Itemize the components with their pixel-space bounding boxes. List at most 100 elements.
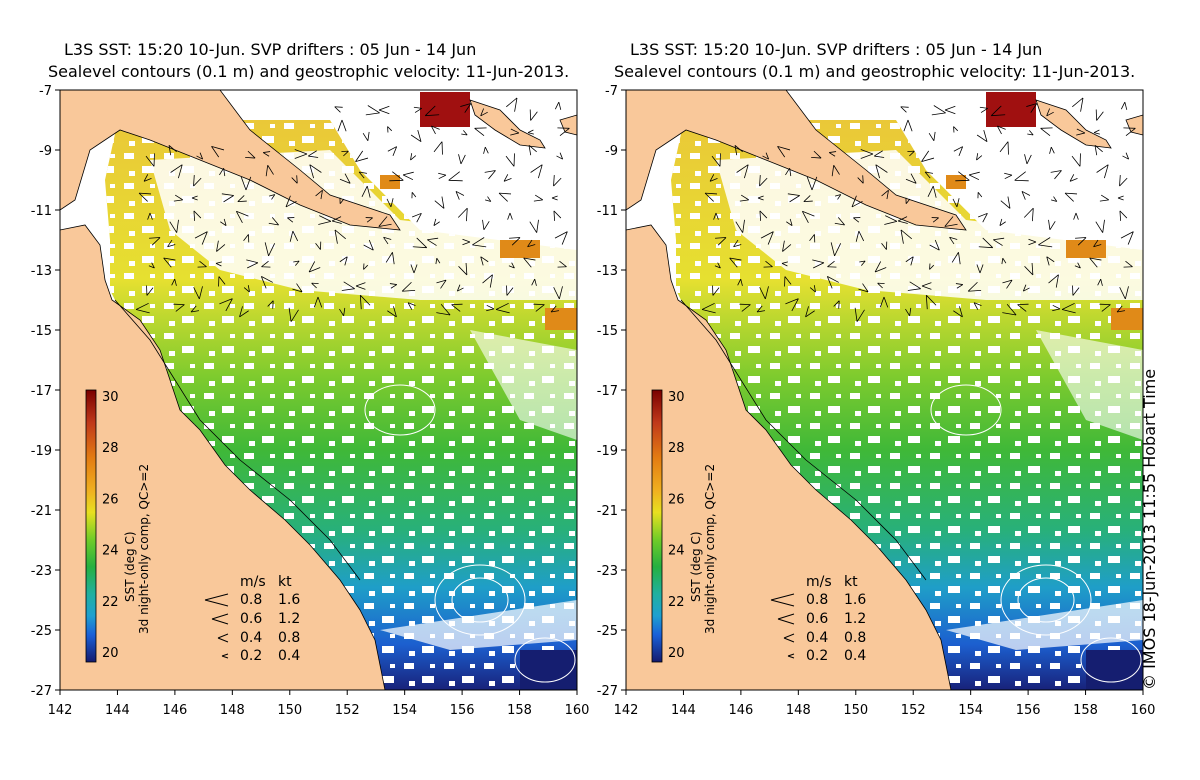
velocity-vector bbox=[484, 196, 492, 202]
velocity-vector bbox=[135, 302, 150, 314]
velocity-vector bbox=[143, 174, 152, 182]
velocity-vector bbox=[553, 175, 562, 187]
warm-patch bbox=[420, 92, 470, 127]
velocity-vector bbox=[219, 167, 226, 177]
velocity-vector bbox=[828, 151, 837, 157]
velocity-vector bbox=[830, 242, 842, 257]
velocity-vector bbox=[811, 150, 822, 159]
velocity-vector bbox=[881, 241, 888, 250]
velocity-vector bbox=[509, 237, 521, 246]
map-title-line2: Sealevel contours (0.1 m) and geostrophi… bbox=[614, 62, 1136, 81]
velocity-vector bbox=[245, 150, 256, 159]
warm-patch bbox=[380, 175, 400, 189]
velocity-vector bbox=[411, 192, 417, 199]
velocity-vector bbox=[809, 234, 816, 243]
velocity-vector bbox=[557, 127, 570, 137]
legend-ms-value: 0.6 bbox=[240, 611, 262, 627]
velocity-legend: m/s kt 0.8 1.6 0.6 1.2 0.4 0.8 0.2 0.4 bbox=[770, 574, 866, 664]
velocity-vector bbox=[759, 210, 768, 221]
velocity-vector bbox=[1048, 274, 1059, 288]
velocity-vector bbox=[505, 153, 515, 167]
legend-arrow bbox=[221, 653, 229, 659]
velocity-vector bbox=[713, 212, 719, 220]
velocity-vector bbox=[1122, 152, 1130, 160]
warm-patch bbox=[500, 240, 540, 258]
velocity-vector bbox=[337, 119, 347, 132]
velocity-vector bbox=[169, 219, 179, 233]
velocity-vector bbox=[410, 264, 418, 274]
colorbar-tick-label: 20 bbox=[668, 646, 685, 661]
velocity-vector bbox=[785, 167, 792, 177]
colorbar bbox=[651, 389, 663, 663]
velocity-vector bbox=[293, 260, 300, 266]
colorbar-tick-label: 24 bbox=[102, 544, 119, 559]
velocity-vector bbox=[949, 236, 958, 245]
velocity-vector bbox=[508, 262, 515, 269]
velocity-vector bbox=[341, 281, 355, 291]
velocity-vector bbox=[387, 306, 397, 318]
velocity-vector bbox=[170, 164, 183, 179]
velocity-vector bbox=[268, 217, 279, 226]
velocity-vector bbox=[834, 217, 845, 226]
velocity-vector bbox=[781, 261, 788, 267]
velocity-vector bbox=[785, 298, 799, 312]
legend-kt-value: 1.6 bbox=[278, 592, 300, 608]
velocity-vector bbox=[759, 286, 769, 300]
colorbar-label: SST (deg C) bbox=[123, 531, 137, 602]
velocity-vectors bbox=[701, 97, 1136, 322]
velocity-vector bbox=[907, 150, 915, 157]
map-panel-right: L3S SST: 15:20 10-Jun. SVP drifters : 05… bbox=[566, 0, 1166, 780]
land-papua-new-guinea bbox=[625, 89, 967, 231]
lat-tick-label: -11 bbox=[597, 204, 618, 219]
velocity-vector bbox=[944, 105, 956, 115]
velocity-vector bbox=[1049, 146, 1055, 154]
velocity-vector bbox=[928, 131, 936, 142]
lon-tick-label: 158 bbox=[1073, 703, 1098, 718]
velocity-vector bbox=[759, 175, 768, 187]
velocity-vector bbox=[358, 171, 368, 179]
velocity-vector bbox=[265, 165, 274, 177]
legend-kt-value: 1.6 bbox=[844, 592, 866, 608]
velocity-vector bbox=[1095, 109, 1104, 121]
velocity-vector bbox=[944, 216, 958, 227]
velocity-vector bbox=[1099, 303, 1111, 312]
velocity-vector bbox=[805, 306, 815, 318]
legend-ms-value: 0.8 bbox=[240, 592, 262, 608]
velocity-vector bbox=[1002, 304, 1017, 316]
velocity-vector bbox=[553, 286, 563, 300]
legend-header-kt: kt bbox=[844, 574, 858, 590]
velocity-vector bbox=[801, 210, 815, 223]
lon-tick-label: 160 bbox=[565, 703, 590, 718]
legend-header-ms: m/s bbox=[806, 574, 832, 590]
velocity-vector bbox=[977, 192, 983, 199]
velocity-vector bbox=[220, 218, 227, 226]
velocity-vector bbox=[931, 217, 939, 223]
velocity-vector bbox=[315, 189, 323, 200]
lon-tick-label: 154 bbox=[958, 703, 983, 718]
velocity-vector bbox=[533, 194, 544, 202]
velocity-vector bbox=[557, 260, 567, 268]
lon-tick-label: 146 bbox=[728, 703, 753, 718]
colorbar-label: SST (deg C) bbox=[689, 531, 703, 602]
velocity-vector bbox=[288, 307, 299, 322]
velocity-vector bbox=[787, 193, 800, 203]
velocity-vector bbox=[760, 231, 774, 245]
lon-tick-label: 144 bbox=[105, 703, 130, 718]
colorbar bbox=[85, 389, 97, 663]
velocity-vector bbox=[858, 283, 869, 293]
velocity-vector bbox=[1117, 195, 1124, 201]
velocity-vector bbox=[318, 215, 332, 225]
lat-tick-label: -27 bbox=[597, 684, 618, 699]
colorbar-tick-label: 30 bbox=[102, 390, 119, 405]
sealevel-contour bbox=[434, 564, 526, 636]
legend-ms-value: 0.8 bbox=[806, 592, 828, 608]
velocity-vector bbox=[1120, 101, 1128, 110]
velocity-vector bbox=[999, 141, 1009, 155]
velocity-vector bbox=[235, 210, 249, 223]
velocity-vector bbox=[530, 164, 543, 179]
velocity-vector bbox=[921, 150, 935, 163]
velocity-vector bbox=[503, 174, 512, 182]
lat-tick-label: -9 bbox=[39, 144, 52, 159]
velocity-vector bbox=[1024, 154, 1032, 165]
velocity-vector bbox=[973, 302, 982, 310]
